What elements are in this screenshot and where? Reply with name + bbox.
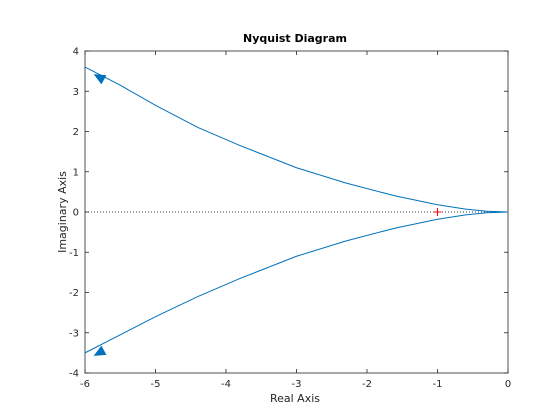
x-tick-label: -6 (80, 379, 90, 390)
x-tick-label: -1 (433, 379, 443, 390)
y-tick-label: 3 (73, 87, 79, 98)
y-tick-label: 0 (73, 208, 79, 219)
nyquist-curves (84, 66, 509, 354)
arrow-upper (93, 74, 107, 85)
x-axis-label: Real Axis (270, 392, 320, 405)
y-axis-label: Imaginary Axis (56, 171, 69, 253)
chart-title: Nyquist Diagram (243, 32, 347, 45)
curve-positive-frequency (84, 66, 509, 213)
y-tick-label: -3 (69, 328, 79, 339)
y-tick-label: -4 (69, 369, 79, 380)
y-tick-label: 2 (73, 127, 79, 138)
arrow-lower (93, 345, 107, 356)
y-tick-label: 4 (73, 47, 79, 58)
x-tick-label: -4 (221, 379, 231, 390)
y-tick-label: 1 (73, 167, 79, 178)
x-tick-label: -2 (362, 379, 372, 390)
curve-negative-frequency (84, 211, 509, 354)
y-tick-label: -1 (69, 248, 79, 259)
x-tick-label: -3 (292, 379, 302, 390)
critical-point-marker (433, 208, 442, 216)
direction-arrows (93, 74, 107, 356)
x-tick-label: 0 (505, 379, 511, 390)
y-tick-label: -2 (69, 288, 79, 299)
x-tick-label: -5 (151, 379, 161, 390)
